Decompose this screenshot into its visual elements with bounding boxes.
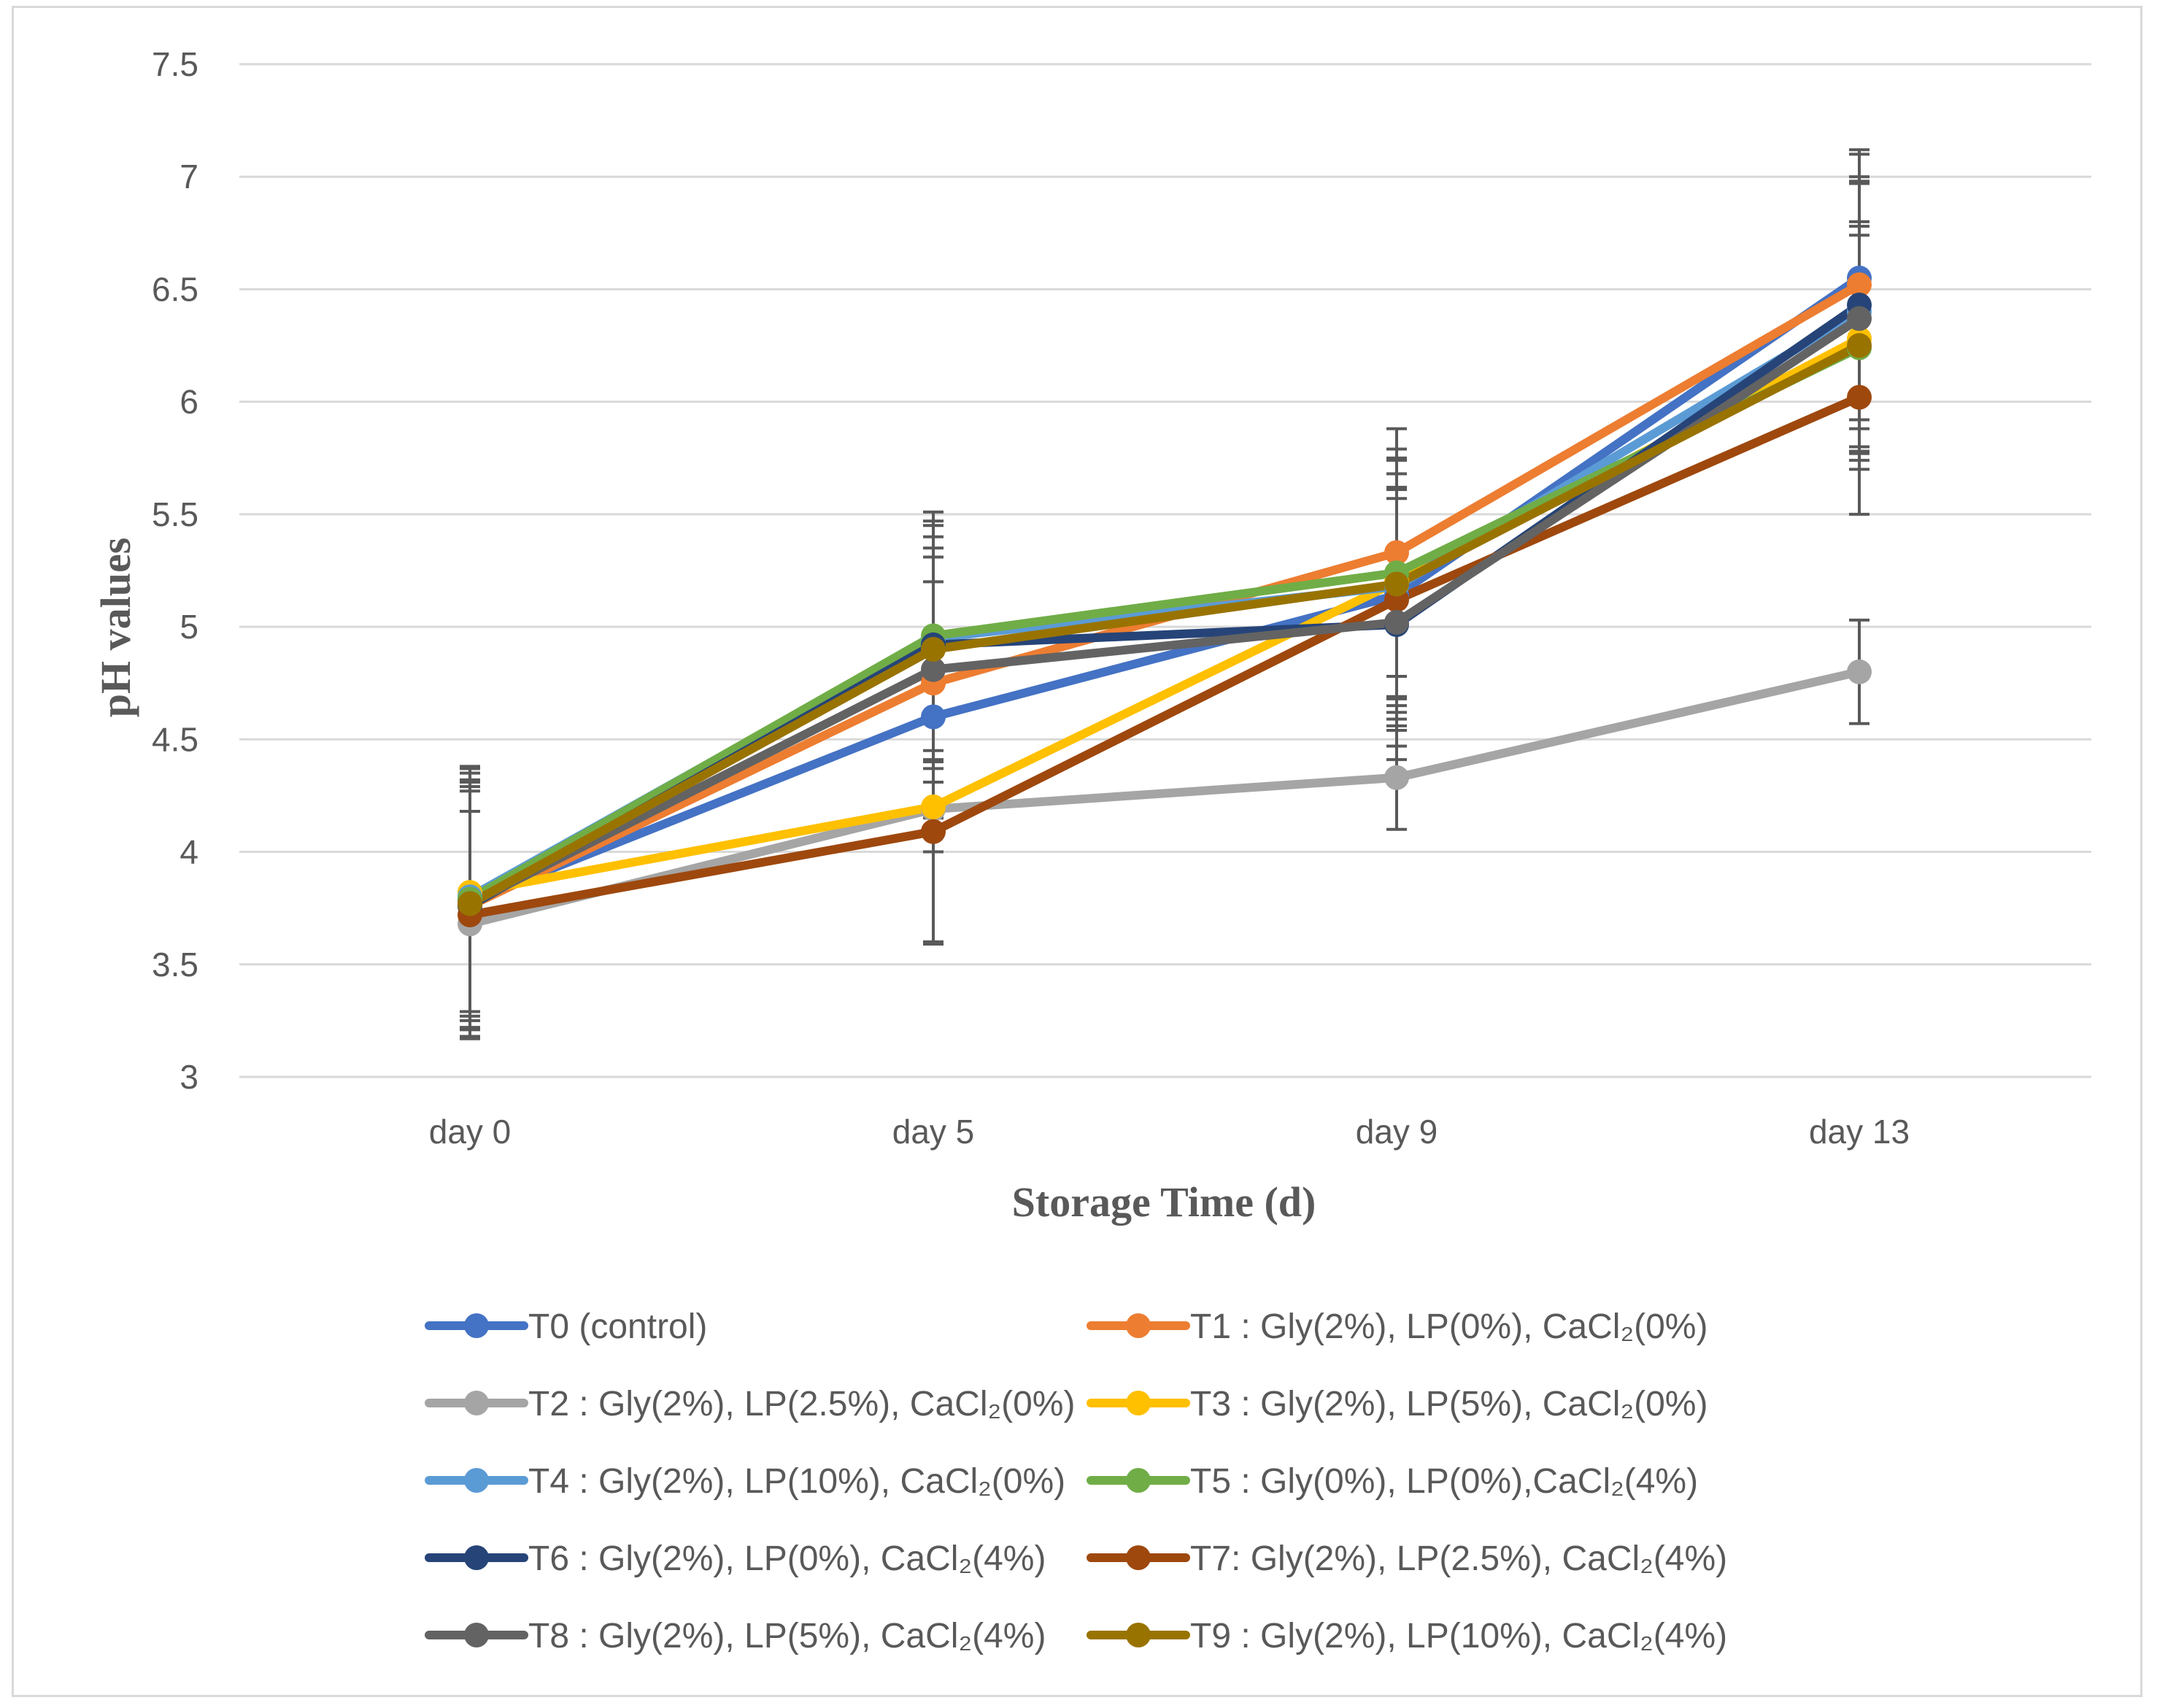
series-lines	[466, 274, 1864, 929]
series-line-t1	[466, 280, 1864, 911]
y-tick-label: 7.5	[152, 45, 198, 83]
y-axis-title: pH values	[92, 538, 139, 718]
data-point-t9	[1847, 333, 1872, 358]
error-bars	[460, 148, 1869, 1040]
legend-item-t5: T5 : Gly(0%), LP(0%),CaCl₂(4%)	[1087, 1462, 1698, 1501]
legend-swatch-marker	[1126, 1391, 1151, 1415]
y-tick-label: 4	[180, 833, 198, 871]
y-tick-label: 5	[180, 608, 198, 646]
gridlines	[239, 63, 2091, 1078]
legend-item-t1: T1 : Gly(2%), LP(0%), CaCl₂(0%)	[1087, 1307, 1708, 1346]
data-point-t2	[1384, 765, 1409, 790]
x-tick-label: day 0	[429, 1113, 512, 1151]
legend-label: T9 : Gly(2%), LP(10%), CaCl₂(4%)	[1190, 1617, 1727, 1655]
legend-swatch-marker	[464, 1313, 489, 1338]
x-axis-title: Storage Time (d)	[1012, 1178, 1316, 1226]
legend-label: T4 : Gly(2%), LP(10%), CaCl₂(0%)	[528, 1462, 1065, 1501]
series-line-t9	[466, 341, 1864, 908]
legend-label: T0 (control)	[528, 1307, 707, 1346]
data-point-t9	[1384, 571, 1409, 597]
data-point-t7	[921, 819, 946, 844]
legend-item-t6: T6 : Gly(2%), LP(0%), CaCl₂(4%)	[425, 1539, 1046, 1578]
series-line-t2	[466, 667, 1864, 929]
data-point-t1	[1847, 272, 1872, 298]
data-point-t1	[1384, 540, 1409, 565]
legend-label: T8 : Gly(2%), LP(5%), CaCl₂(4%)	[528, 1617, 1046, 1655]
legend-label: T6 : Gly(2%), LP(0%), CaCl₂(4%)	[528, 1539, 1046, 1578]
legend-swatch-marker	[1126, 1623, 1151, 1647]
data-point-t2	[1847, 659, 1872, 684]
data-point-t7	[1847, 385, 1872, 410]
legend-label: T5 : Gly(0%), LP(0%),CaCl₂(4%)	[1190, 1462, 1698, 1501]
y-tick-label: 3	[180, 1058, 198, 1096]
data-point-t8	[1847, 306, 1872, 331]
legend-swatch-marker	[1126, 1468, 1151, 1493]
data-point-t9	[458, 891, 482, 916]
series-line-t8	[466, 314, 1864, 908]
data-point-t3	[921, 794, 946, 819]
series-line-t0	[466, 274, 1864, 906]
legend-label: T3 : Gly(2%), LP(5%), CaCl₂(0%)	[1190, 1385, 1708, 1423]
x-tick-label: day 13	[1809, 1113, 1910, 1151]
data-point-t0	[921, 704, 946, 730]
y-tick-label: 6.5	[152, 270, 198, 308]
legend-swatch-marker	[464, 1545, 489, 1570]
legend-swatch-marker	[1126, 1313, 1151, 1338]
legend-item-t0: T0 (control)	[425, 1307, 707, 1346]
legend: T0 (control) T1 : Gly(2%), LP(0%), CaCl₂(…	[425, 1307, 1727, 1655]
series-markers	[458, 266, 1872, 937]
legend-swatch-marker	[1126, 1545, 1151, 1570]
y-tick-label: 7	[180, 158, 198, 196]
legend-item-t9: T9 : Gly(2%), LP(10%), CaCl₂(4%)	[1087, 1617, 1727, 1655]
y-tick-label: 6	[180, 383, 198, 421]
data-point-t8	[921, 657, 946, 682]
legend-item-t4: T4 : Gly(2%), LP(10%), CaCl₂(0%)	[425, 1462, 1065, 1501]
legend-item-t2: T2 : Gly(2%), LP(2.5%), CaCl₂(0%)	[425, 1385, 1075, 1423]
legend-item-t7: T7: Gly(2%), LP(2.5%), CaCl₂(4%)	[1087, 1539, 1727, 1578]
series-line-t7	[466, 393, 1864, 919]
y-tick-labels: 3 3.5 4 4.5 5 5.5 6 6.5 7 7.5	[152, 45, 198, 1096]
legend-label: T1 : Gly(2%), LP(0%), CaCl₂(0%)	[1190, 1307, 1708, 1346]
legend-swatch-marker	[464, 1623, 489, 1647]
legend-swatch-marker	[464, 1468, 489, 1493]
y-tick-label: 5.5	[152, 495, 198, 533]
x-tick-labels: day 0 day 5 day 9 day 13	[429, 1113, 1910, 1151]
x-tick-label: day 5	[892, 1113, 975, 1151]
data-point-t9	[921, 636, 946, 662]
legend-item-t8: T8 : Gly(2%), LP(5%), CaCl₂(4%)	[425, 1617, 1046, 1655]
legend-label: T2 : Gly(2%), LP(2.5%), CaCl₂(0%)	[528, 1385, 1075, 1423]
x-tick-label: day 9	[1356, 1113, 1438, 1151]
legend-item-t3: T3 : Gly(2%), LP(5%), CaCl₂(0%)	[1087, 1385, 1708, 1423]
legend-label: T7: Gly(2%), LP(2.5%), CaCl₂(4%)	[1190, 1539, 1727, 1578]
y-tick-label: 4.5	[152, 720, 198, 758]
y-tick-label: 3.5	[152, 946, 198, 984]
data-point-t8	[1384, 609, 1409, 635]
legend-swatch-marker	[464, 1391, 489, 1415]
